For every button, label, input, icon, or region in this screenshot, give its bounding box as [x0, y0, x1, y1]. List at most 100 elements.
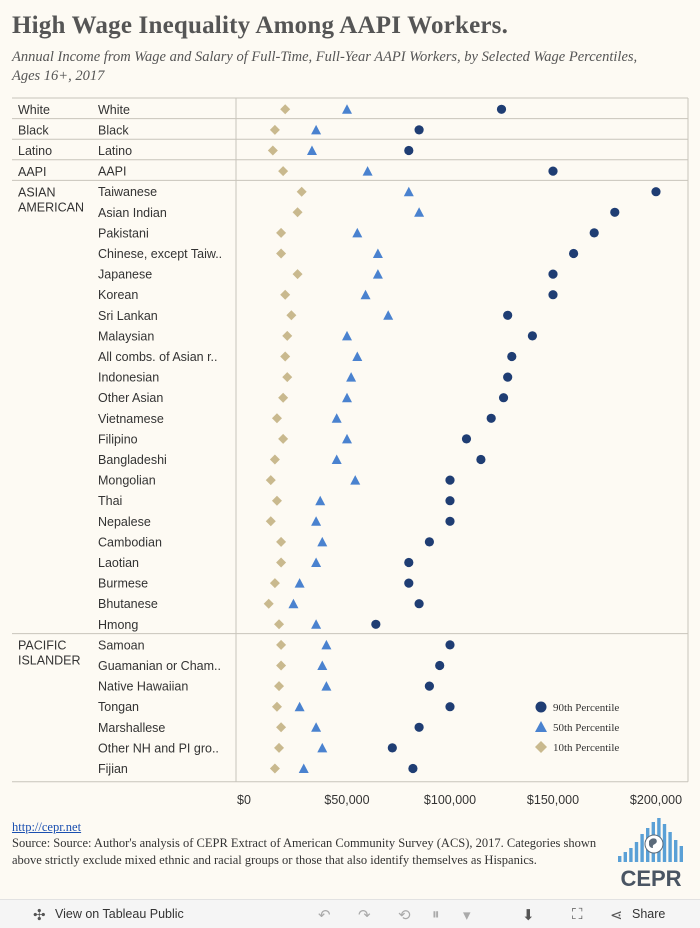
group-label: Black — [18, 124, 49, 138]
logo-bar — [623, 852, 627, 862]
p90-circle — [435, 660, 445, 671]
undo-icon[interactable]: ↶ — [318, 907, 331, 924]
x-tick-label: $100,000 — [424, 793, 476, 807]
group-label: ASIAN — [18, 185, 56, 199]
p90-circle — [445, 496, 455, 506]
p10-diamond — [274, 681, 285, 692]
p50-triangle — [346, 372, 357, 382]
p90-circle — [527, 331, 538, 341]
p10-diamond — [276, 536, 287, 547]
legend-p90-marker — [535, 701, 547, 713]
p90-circle — [404, 145, 414, 156]
p50-triangle — [342, 392, 352, 403]
p10-diamond — [276, 248, 287, 259]
logo-bar — [629, 848, 633, 862]
p50-triangle — [311, 619, 322, 629]
p50-triangle — [352, 351, 363, 361]
p10-diamond — [276, 639, 287, 650]
row-label: Malaysian — [98, 329, 154, 343]
group-label: AAPI — [18, 165, 47, 179]
cepr-logo: CEPR — [618, 818, 683, 890]
p90-circle — [486, 413, 496, 423]
p90-circle — [503, 310, 513, 320]
p10-diamond — [278, 392, 289, 403]
revert-icon[interactable]: ⟲ — [398, 907, 411, 924]
pause-icon[interactable]: ⏸ — [432, 906, 440, 923]
p10-diamond — [276, 227, 287, 238]
p10-diamond — [265, 475, 276, 486]
row-label: Bangladeshi — [98, 453, 167, 467]
p10-diamond — [265, 516, 276, 527]
group-label: AMERICAN — [18, 200, 84, 214]
fullscreen-icon[interactable]: ⛶ — [572, 906, 583, 923]
p10-diamond — [292, 269, 303, 280]
p90-circle — [498, 393, 509, 403]
p50-triangle — [362, 166, 373, 176]
row-label: Guamanian or Cham.. — [98, 659, 221, 673]
share-button[interactable]: Share — [632, 907, 666, 921]
p10-diamond — [269, 124, 280, 135]
row-label: Bhutanese — [98, 597, 158, 611]
p90-circle — [404, 557, 414, 568]
row-label: Laotian — [98, 556, 139, 570]
p50-triangle — [298, 763, 309, 773]
download-icon[interactable]: ⬇ — [522, 907, 535, 924]
p50-triangle — [311, 722, 322, 732]
logo-bar — [662, 824, 667, 862]
p10-diamond — [282, 372, 293, 383]
p90-circle — [548, 290, 558, 300]
share-icon[interactable]: ⋖ — [610, 907, 623, 924]
cepr-link[interactable]: http://cepr.net — [12, 820, 82, 834]
row-label: Vietnamese — [98, 412, 164, 426]
logo-bar — [634, 842, 639, 862]
row-label: Filipino — [98, 432, 138, 446]
p90-circle — [476, 454, 486, 465]
logo-wordmark: CEPR — [620, 866, 681, 890]
p90-circle — [461, 434, 472, 444]
row-label: Native Hawaiian — [98, 680, 188, 694]
p50-triangle — [317, 742, 328, 753]
p10-diamond — [296, 186, 307, 197]
p10-diamond — [276, 660, 287, 671]
p90-circle — [445, 475, 455, 485]
source-note: Source: Source: Author's analysis of CEP… — [12, 836, 597, 867]
refresh-icon[interactable]: ▾ — [463, 907, 471, 924]
p50-triangle — [321, 639, 332, 650]
row-label: Nepalese — [98, 515, 151, 529]
redo-icon[interactable]: ↷ — [358, 907, 371, 924]
chart-title: High Wage Inequality Among AAPI Workers. — [12, 12, 509, 39]
x-tick-label: $0 — [237, 793, 251, 807]
p10-diamond — [267, 145, 278, 156]
p10-diamond — [280, 104, 291, 115]
p90-circle — [548, 166, 558, 176]
p50-triangle — [306, 145, 317, 155]
row-label: Latino — [98, 144, 132, 158]
row-label: AAPI — [98, 165, 127, 179]
view-on-tableau-button[interactable]: View on Tableau Public — [55, 907, 184, 921]
p50-triangle — [352, 227, 363, 238]
p90-circle — [424, 537, 434, 547]
row-label: Other Asian — [98, 391, 163, 405]
p90-circle — [496, 104, 507, 114]
p90-circle — [408, 763, 418, 774]
row-label: Pakistani — [98, 226, 149, 240]
p50-triangle — [403, 186, 414, 197]
p90-circle — [445, 516, 455, 526]
p10-diamond — [263, 598, 274, 609]
row-label: Burmese — [98, 577, 148, 591]
p90-circle — [503, 372, 513, 382]
row-label: Cambodian — [98, 535, 162, 549]
p50-triangle — [317, 660, 328, 670]
p50-triangle — [294, 578, 305, 588]
logo-bar — [668, 832, 672, 862]
p50-triangle — [288, 598, 299, 609]
row-label: Other NH and PI gro.. — [98, 741, 219, 755]
row-label: Japanese — [98, 268, 152, 282]
row-label: Thai — [98, 494, 122, 508]
p10-diamond — [274, 619, 285, 630]
p90-circle — [404, 578, 414, 588]
p10-diamond — [280, 351, 291, 362]
logo-bar — [679, 846, 683, 862]
p10-diamond — [274, 742, 285, 753]
legend-label: 50th Percentile — [553, 722, 619, 734]
